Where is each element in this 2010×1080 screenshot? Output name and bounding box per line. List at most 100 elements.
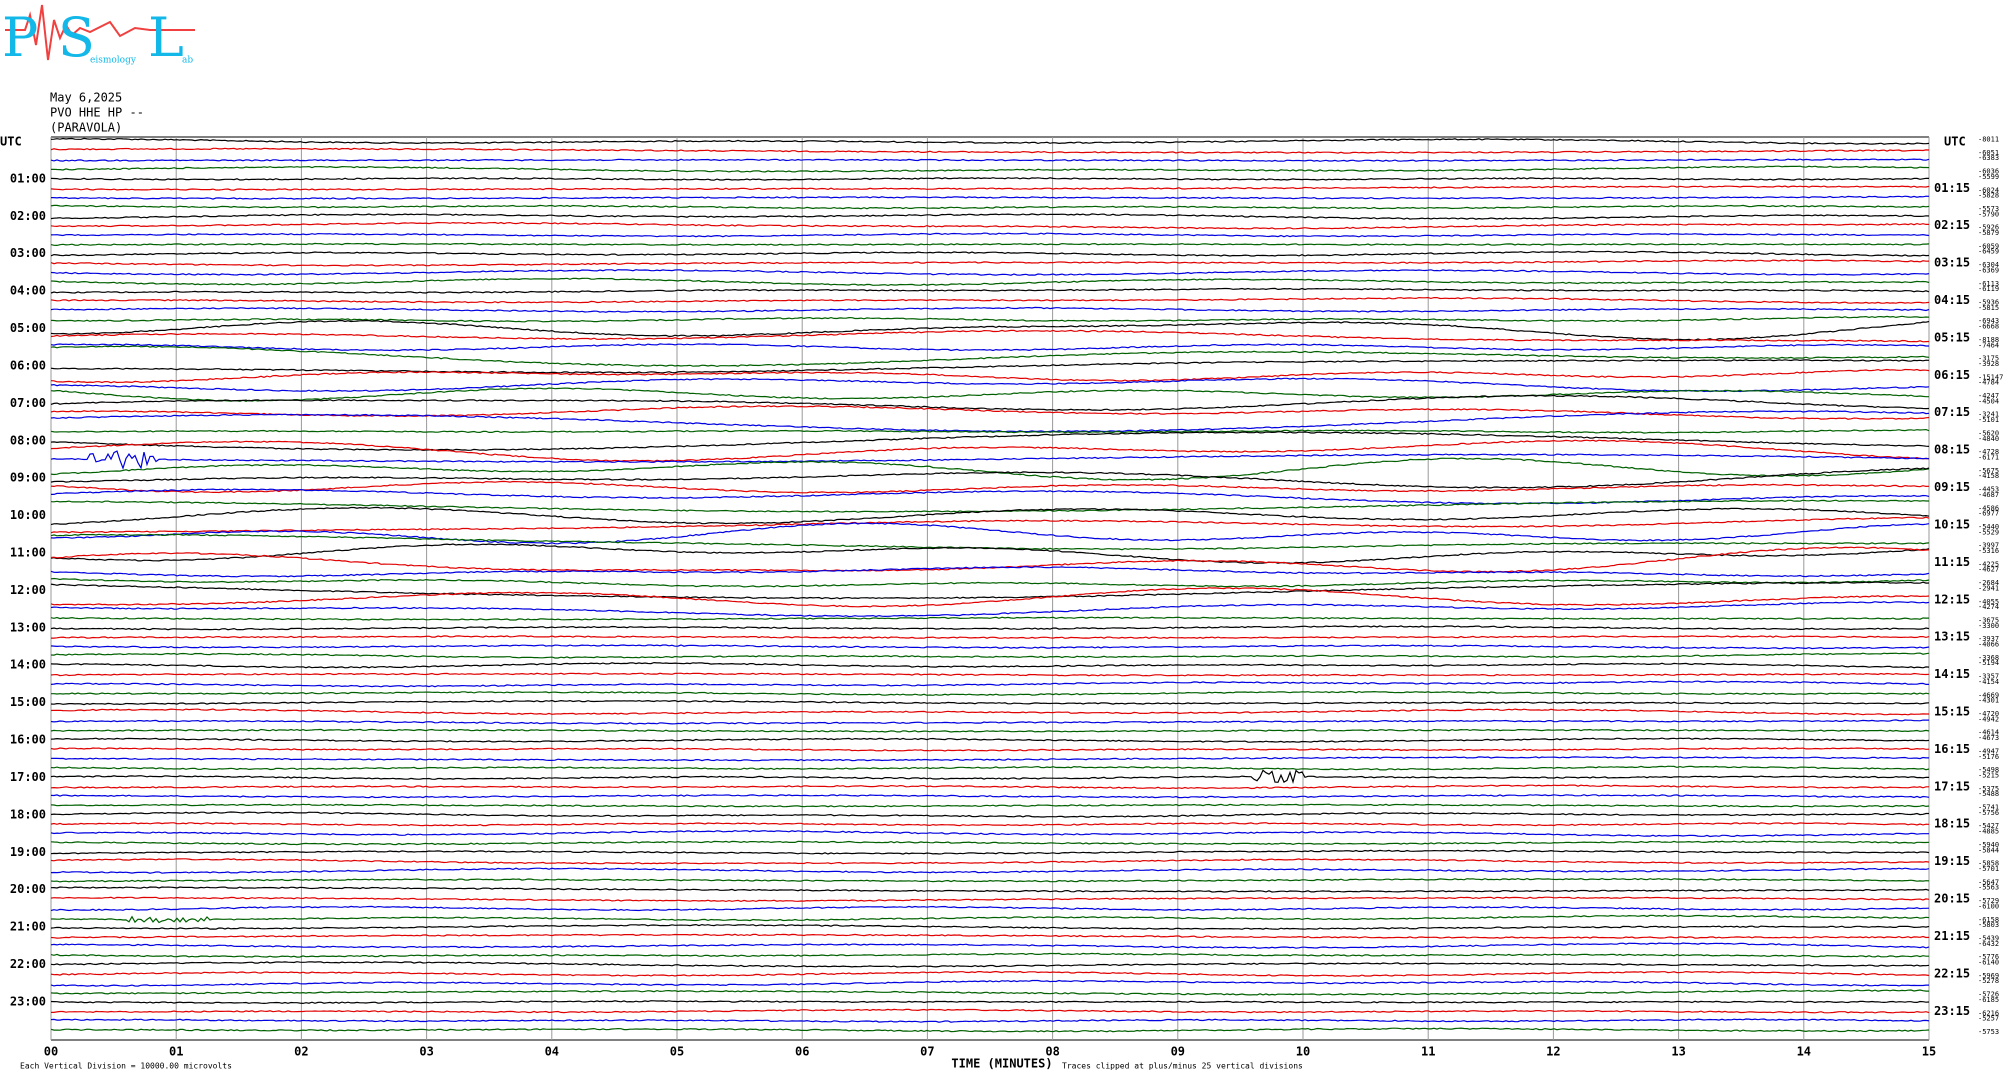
x-tick-label: 07 [920, 1045, 934, 1059]
trace-offset: -6051 [1978, 149, 1999, 157]
x-tick-label: 03 [419, 1045, 433, 1059]
trace [50, 661, 1930, 669]
scale-note: Each Vertical Division = 10000.00 microv… [20, 1062, 232, 1071]
trace-offset: -6171 [1978, 453, 1999, 461]
trace-offset: -5488 [1978, 790, 1999, 798]
hour-label: 08:00 [10, 433, 46, 447]
trace [50, 625, 1930, 631]
trace-offset: -4669 [1978, 691, 1999, 699]
trace [50, 522, 1930, 545]
trace-offset: -5278 [1978, 977, 1999, 985]
trace [50, 737, 1930, 743]
hour-label: 22:00 [10, 957, 46, 971]
trace-offset: -4942 [1978, 715, 1999, 723]
trace [50, 185, 1930, 191]
hour-label: 11:00 [10, 546, 46, 560]
trace [50, 165, 1930, 173]
trace-offset: -5879 [1978, 229, 1999, 237]
trace-offset: -5701 [1978, 865, 1999, 873]
x-tick-label: 13 [1671, 1045, 1685, 1059]
trace-offset: -5316 [1978, 547, 1999, 555]
trace-offset: -5776 [1978, 953, 1999, 961]
x-tick-label: 14 [1797, 1045, 1811, 1059]
x-tick-label: 08 [1045, 1045, 1059, 1059]
trace-offset: -6304 [1978, 261, 1999, 269]
trace [50, 942, 1930, 949]
trace [50, 387, 1929, 402]
trace-offset: -5498 [1978, 766, 1999, 774]
trace-offset: -5573 [1978, 205, 1999, 213]
trace [50, 377, 1930, 393]
trace [50, 849, 1930, 855]
trace-offset: -3175 [1978, 355, 1999, 363]
hour-label: 14:15 [1934, 667, 1970, 681]
trace [50, 952, 1929, 958]
trace [51, 1008, 1930, 1014]
trace-offset: -5101 [1978, 416, 1999, 424]
trace-offset: -5599 [1978, 173, 1999, 181]
trace-offset: -5257 [1978, 1015, 1999, 1023]
trace-offset: -5741 [1978, 804, 1999, 812]
trace [50, 905, 1930, 912]
trace [50, 581, 1930, 600]
trace-offset: -5926 [1978, 224, 1999, 232]
trace-offset: -3997 [1978, 542, 1999, 550]
x-tick-label: 15 [1922, 1045, 1936, 1059]
hour-label: 04:15 [1934, 293, 1970, 307]
trace [50, 394, 1930, 412]
trace [50, 480, 1930, 494]
trace-offset: -6216 [1978, 1009, 1999, 1017]
trace-offset: -8188 [1978, 336, 1999, 344]
x-tick-label: 10 [1296, 1045, 1310, 1059]
hour-label: 17:15 [1934, 779, 1970, 793]
hour-label: 10:15 [1934, 517, 1970, 531]
trace [50, 543, 1930, 564]
trace-offset: -6059 [1978, 242, 1999, 250]
trace-offset: -5440 [1978, 523, 1999, 531]
trace-offset: -6943 [1978, 317, 1999, 325]
hour-label: 15:00 [10, 695, 46, 709]
trace-offset: -5529 [1978, 528, 1999, 536]
trace [50, 1000, 1930, 1005]
trace [50, 858, 1930, 865]
hour-label: 05:00 [10, 321, 46, 335]
clip-note: Traces clipped at plus/minus 25 vertical… [1062, 1062, 1303, 1071]
trace [50, 431, 1930, 452]
trace-offset: -5427 [1978, 822, 1999, 830]
trace-offset: -3368 [1978, 654, 1999, 662]
trace [50, 405, 1930, 420]
hour-label: 17:00 [10, 770, 46, 784]
trace [50, 450, 1930, 471]
trace-offset: -5803 [1978, 921, 1999, 929]
hour-label: 20:15 [1934, 892, 1970, 906]
trace-offset: -5176 [1978, 753, 1999, 761]
trace [50, 345, 1930, 368]
hour-label: 01:15 [1934, 181, 1970, 195]
hour-label: 14:00 [10, 658, 46, 672]
trace-offset: -5940 [1978, 841, 1999, 849]
trace [50, 672, 1930, 677]
trace [50, 680, 1929, 688]
hour-label: 03:00 [10, 246, 46, 260]
logo-letter: P [2, 6, 38, 69]
trace [50, 794, 1930, 799]
trace-offset: -5375 [1978, 785, 1999, 793]
x-tick-label: 02 [294, 1045, 308, 1059]
left-header: UTC [0, 135, 22, 149]
trace [50, 287, 1930, 294]
hour-label: 21:15 [1934, 929, 1970, 943]
trace [50, 1027, 1930, 1033]
trace-offset: -4066 [1978, 641, 1999, 649]
trace-offset: -8011 [1978, 136, 1999, 144]
hour-label: 09:15 [1934, 480, 1970, 494]
trace [50, 811, 1929, 818]
trace [50, 306, 1930, 313]
x-title: TIME (MINUTES) [951, 1057, 1052, 1071]
trace-offset: -5563 [1978, 884, 1999, 892]
hour-label: 07:00 [10, 396, 46, 410]
trace-offset: -5729 [1978, 897, 1999, 905]
hour-label: 20:00 [10, 882, 46, 896]
trace-offset: -5726 [1978, 991, 1999, 999]
trace [50, 784, 1929, 790]
trace [50, 877, 1930, 883]
